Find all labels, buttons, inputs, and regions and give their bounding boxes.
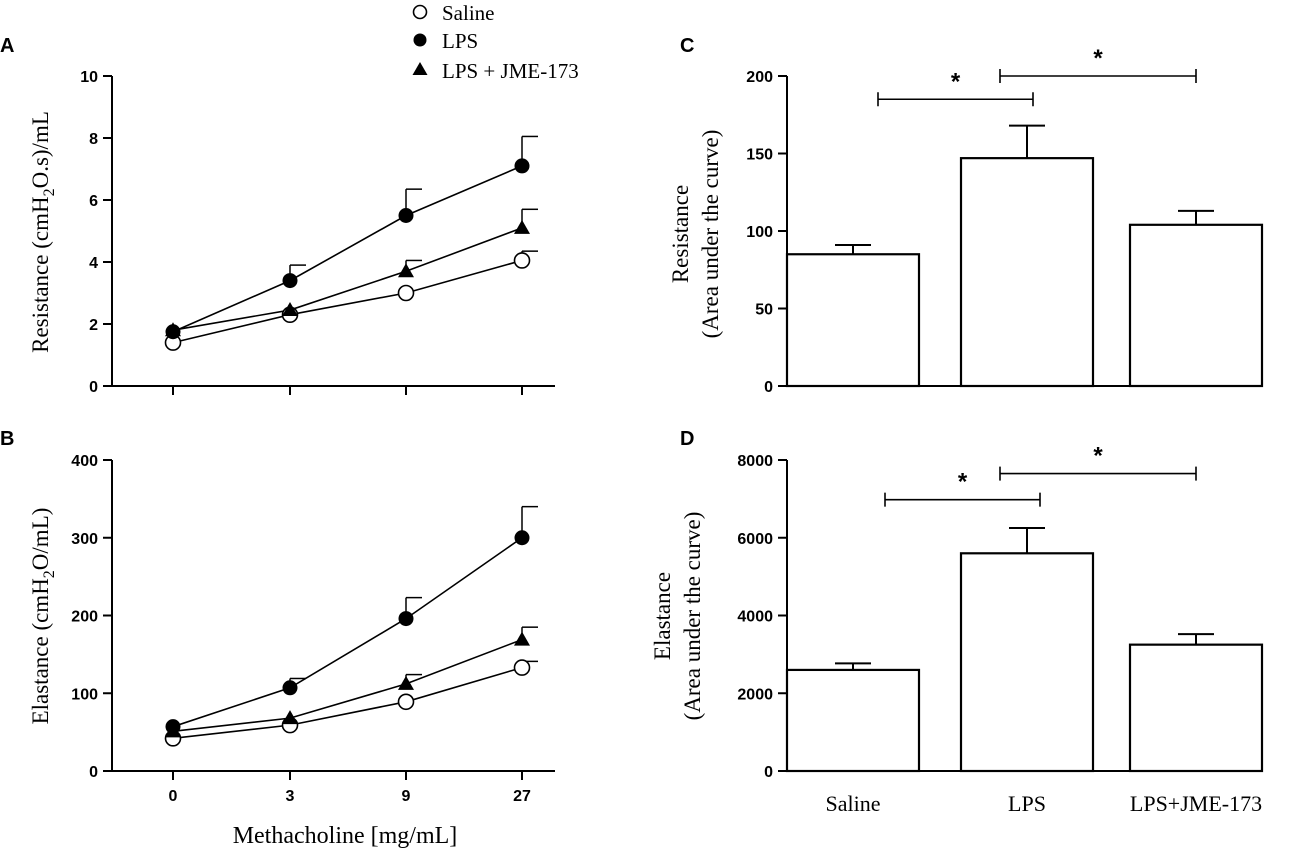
- bar-1: [959, 157, 1095, 388]
- x-tick-label: 9: [402, 788, 411, 805]
- panel-c: Resistance (Area under the curve) 0 50 100…: [668, 45, 1264, 396]
- y-tick-label: 0: [89, 764, 98, 781]
- y-tick-label: 2: [89, 317, 98, 334]
- legend-jme-label: LPS + JME-173: [442, 59, 579, 83]
- point-lps-jme173: [398, 263, 414, 278]
- bar-2: [1128, 223, 1264, 388]
- point-lps-jme173: [282, 710, 298, 725]
- y-tick-label: 6000: [737, 531, 773, 548]
- series-line-filled-triangle: [172, 227, 523, 331]
- legend-saline-label: Saline: [442, 1, 495, 25]
- y-tick-label: 0: [764, 764, 773, 781]
- ylabel-d-line2: (Area under the curve): [680, 512, 705, 721]
- series-line-filled-triangle: [172, 638, 523, 733]
- significance-star: *: [1093, 45, 1103, 72]
- panel-label-d: D: [680, 428, 694, 450]
- bar-2: [1128, 643, 1264, 773]
- point-lps-jme173: [514, 631, 530, 646]
- significance-star: *: [951, 68, 961, 95]
- ylabel-a: Resistance (cmH2O.s)/mL: [28, 111, 58, 353]
- y-tick-label: 0: [764, 379, 773, 396]
- panel-d: Elastance (Area under the curve) 0 2000 40…: [650, 443, 1264, 816]
- y-tick-label: 10: [80, 69, 98, 86]
- y-tick-label: 8000: [737, 453, 773, 470]
- y-tick-label: 400: [71, 453, 98, 470]
- point-lps-jme173: [514, 219, 530, 234]
- ylabel-d: Elastance: [650, 572, 675, 660]
- series-line-filled-circle: [172, 537, 523, 728]
- point-saline: [397, 693, 415, 711]
- point-lps-jme173: [398, 675, 414, 690]
- bar-0: [785, 253, 921, 388]
- point-lps-jme173: [165, 322, 181, 337]
- point-lps: [514, 530, 530, 546]
- panel-b: Elastance (cmH2O/mL) Methacholine [mg/mL…: [28, 453, 555, 849]
- point-lps-jme173: [165, 723, 181, 738]
- significance-star: *: [958, 469, 968, 496]
- y-tick-label: 300: [71, 531, 98, 548]
- y-tick-label: 200: [746, 69, 773, 86]
- y-tick-label: 4000: [737, 609, 773, 626]
- panel-a: Resistance (cmH2O.s)/mL 0 2 4 6 8 10: [28, 69, 555, 396]
- y-tick-label: 50: [755, 302, 773, 319]
- y-tick-label: 2000: [737, 686, 773, 703]
- series-line-open-circle: [172, 666, 523, 740]
- point-lps: [514, 158, 530, 174]
- legend-jme-marker: [412, 62, 428, 75]
- x-tick-label: 3: [286, 788, 295, 805]
- series-line-open-circle: [172, 259, 523, 344]
- y-tick-label: 200: [71, 609, 98, 626]
- legend-saline-marker: [412, 4, 428, 20]
- point-saline: [513, 659, 531, 676]
- x-tick-label: LPS: [1008, 791, 1046, 816]
- legend-lps-marker: [413, 33, 427, 47]
- ylabel-b: Elastance (cmH2O/mL): [28, 508, 58, 725]
- x-tick-label: LPS+JME-173: [1130, 791, 1262, 816]
- y-tick-label: 4: [89, 255, 98, 272]
- point-lps: [398, 611, 414, 627]
- bar-1: [959, 552, 1095, 773]
- panel-label-c: C: [680, 35, 694, 57]
- point-lps: [282, 680, 298, 696]
- point-saline: [397, 284, 415, 302]
- point-saline: [513, 252, 531, 269]
- ylabel-c-line2: (Area under the curve): [698, 130, 723, 339]
- x-tick-label: 0: [169, 788, 178, 805]
- xlabel-methacholine: Methacholine [mg/mL]: [233, 823, 458, 849]
- x-tick-label: 27: [513, 788, 531, 805]
- legend-lps-label: LPS: [442, 29, 478, 53]
- bar-0: [785, 668, 921, 773]
- significance-star: *: [1093, 443, 1103, 470]
- point-lps: [282, 273, 298, 289]
- y-tick-label: 0: [89, 379, 98, 396]
- ylabel-c: Resistance: [668, 185, 693, 283]
- y-tick-label: 8: [89, 131, 98, 148]
- series-line-filled-circle: [172, 165, 523, 333]
- panel-label-b: B: [0, 428, 14, 450]
- legend: Saline LPS LPS + JME-173: [412, 1, 579, 83]
- y-tick-label: 6: [89, 193, 98, 210]
- y-tick-label: 100: [71, 686, 98, 703]
- panel-label-a: A: [0, 35, 14, 57]
- point-lps-jme173: [282, 302, 298, 317]
- y-tick-label: 150: [746, 147, 773, 164]
- x-tick-label: Saline: [826, 791, 881, 816]
- point-lps: [398, 208, 414, 223]
- y-tick-label: 100: [746, 224, 773, 241]
